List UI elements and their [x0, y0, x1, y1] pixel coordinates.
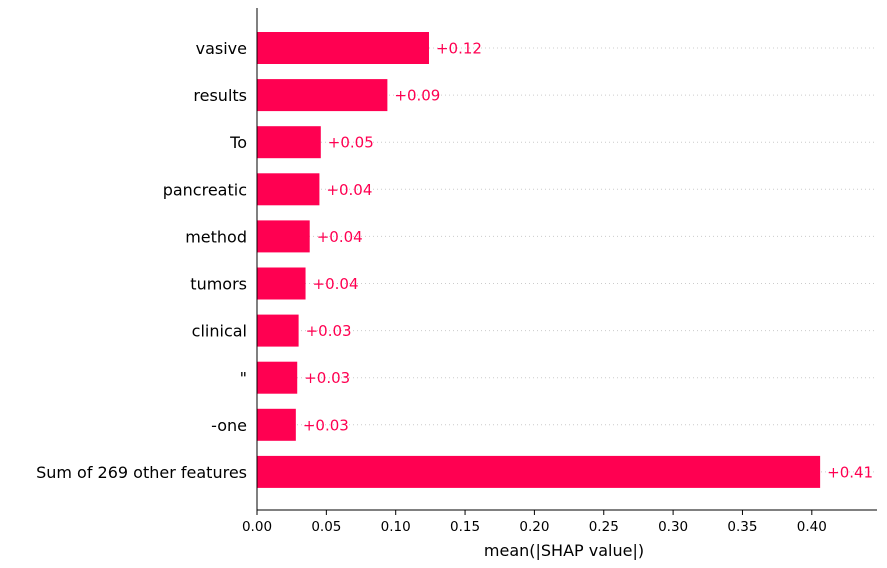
category-label: " [240, 369, 247, 388]
value-label: +0.09 [394, 87, 440, 105]
x-tick-label: 0.30 [658, 519, 688, 535]
bar [257, 455, 821, 488]
x-tick-label: 0.05 [311, 519, 341, 535]
bar [257, 267, 306, 300]
category-label: tumors [190, 275, 247, 294]
category-label: results [193, 86, 247, 105]
value-label: +0.03 [303, 416, 349, 434]
bar [257, 408, 296, 441]
x-tick-label: 0.35 [727, 519, 757, 535]
value-labels: +0.12 +0.09 +0.05 +0.04 +0.04 +0.04 +0.03 +0.03… [303, 40, 873, 482]
value-label: +0.04 [313, 275, 359, 293]
gridlines [257, 47, 877, 473]
value-label: +0.03 [306, 322, 352, 340]
category-label: -one [211, 416, 247, 435]
x-tick-label: 0.20 [519, 519, 549, 535]
bar [257, 32, 429, 64]
value-label: +0.41 [827, 463, 873, 481]
bars [257, 32, 821, 488]
value-label: +0.04 [326, 181, 372, 199]
value-label: +0.12 [436, 40, 482, 58]
bar [257, 314, 299, 347]
x-tick-label: 0.00 [242, 519, 272, 535]
x-tick-label: 0.15 [450, 519, 480, 535]
value-label: +0.05 [328, 134, 374, 152]
value-label: +0.03 [304, 369, 350, 387]
value-label: +0.04 [317, 228, 363, 246]
category-label: pancreatic [163, 180, 247, 199]
category-labels: vasive results To pancreatic method tumors cli… [36, 39, 247, 482]
bar [257, 361, 298, 394]
category-label: vasive [196, 39, 247, 58]
bar [257, 220, 310, 253]
category-label: To [229, 133, 247, 152]
category-label: method [185, 227, 247, 246]
axes: 0.00 0.05 0.10 0.15 0.20 0.25 0.30 0.35 0.40 [242, 8, 877, 535]
category-label: clinical [192, 322, 247, 341]
bar [257, 173, 320, 206]
x-tick-label: 0.25 [589, 519, 619, 535]
x-tick-label: 0.40 [797, 519, 827, 535]
bar [257, 126, 321, 159]
category-label: Sum of 269 other features [36, 463, 247, 482]
x-tick-label: 0.10 [381, 519, 411, 535]
bar [257, 79, 388, 112]
x-axis-title: mean(|SHAP value|) [484, 541, 644, 560]
